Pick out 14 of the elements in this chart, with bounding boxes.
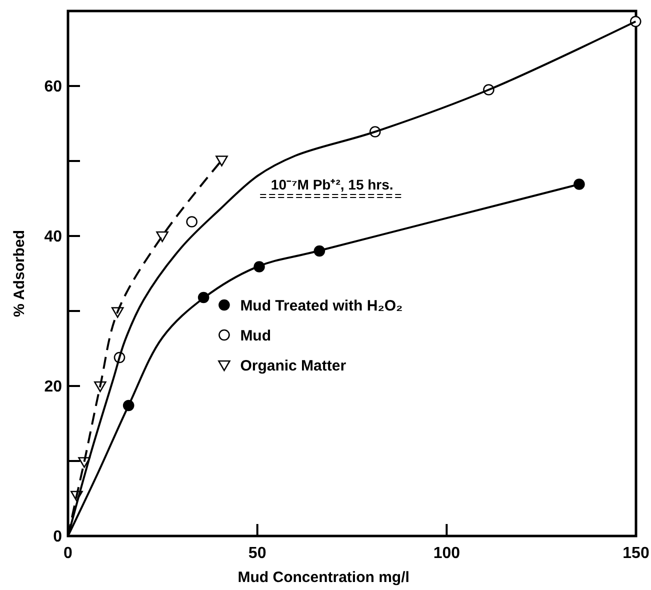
x-axis-title: Mud Concentration mg/l — [238, 569, 410, 586]
x-tick-label: 0 — [64, 545, 73, 562]
y-axis-title: % Adsorbed — [11, 230, 28, 317]
y-tick-label: 40 — [44, 228, 62, 246]
y-tick-label: 60 — [44, 78, 62, 96]
legend-label: Mud — [240, 327, 272, 344]
y-tick-label: 0 — [53, 528, 62, 546]
x-tick-label: 50 — [248, 545, 266, 562]
x-tick-label: 150 — [622, 545, 650, 562]
y-tick-label: 20 — [44, 378, 62, 396]
annotation: 10⁻⁷M Pb⁺², 15 hrs. — [270, 176, 394, 192]
legend-label: Organic Matter — [240, 357, 346, 374]
x-tick-label: 100 — [433, 545, 460, 562]
legend-label: Mud Treated with H₂O₂ — [240, 297, 403, 314]
